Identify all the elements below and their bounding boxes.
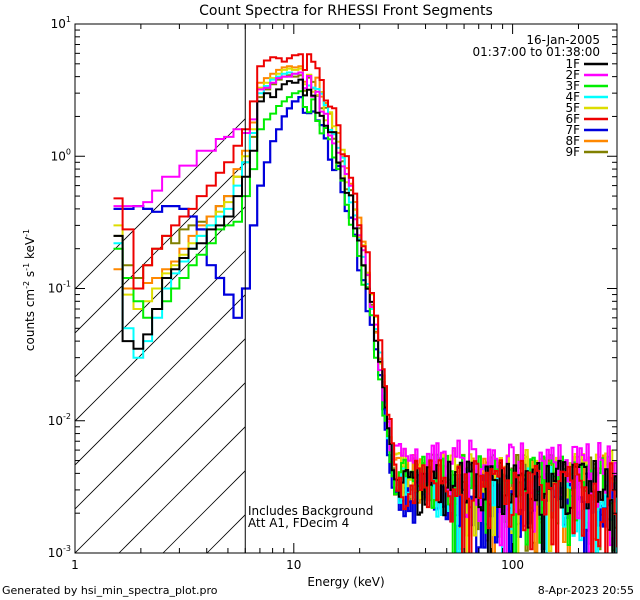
hatch-line [75, 118, 246, 290]
date-label: 16-Jan-2005 [526, 33, 600, 47]
footer-generated-by: Generated by hsi_min_spectra_plot.pro [2, 584, 218, 597]
legend-label: 6F [565, 112, 580, 126]
hatch-line [118, 426, 246, 553]
series-line-1F [113, 78, 617, 553]
y-tick-label: 100 [51, 147, 71, 163]
y-axis-label: counts cm-2 s-1 keV-1 [22, 229, 37, 351]
y-tick-label: 10-3 [48, 544, 71, 560]
axis-ticks: 1 10 100 10-3 10-2 10-1 100 101 [48, 15, 618, 572]
x-tick-label: 100 [501, 558, 524, 572]
series-line-6F [113, 53, 617, 553]
x-tick-label: 1 [71, 558, 79, 572]
hatch-line [75, 338, 246, 510]
legend-label: 1F [565, 57, 580, 71]
legend-label: 4F [565, 90, 580, 104]
legend-label: 5F [565, 101, 580, 115]
hatch-line [75, 162, 246, 334]
series-layer [113, 53, 617, 553]
x-tick-label: 10 [286, 558, 301, 572]
hatch-line [75, 250, 246, 422]
legend-label: 2F [565, 68, 580, 82]
chart-title: Count Spectra for RHESSI Front Segments [199, 3, 493, 19]
y-tick-label: 101 [51, 15, 71, 31]
y-tick-label: 10-1 [48, 280, 71, 296]
legend-label: 8F [565, 134, 580, 148]
x-axis-label: Energy (keV) [307, 575, 384, 589]
hatch-line [75, 294, 246, 466]
y-tick-label: 10-2 [48, 412, 71, 428]
hatch-line [75, 382, 246, 553]
annotation-attenuator: Att A1, FDecim 4 [248, 516, 349, 530]
annotation-background: Includes Background [248, 504, 373, 518]
footer-timestamp: 8-Apr-2023 20:55 [537, 584, 634, 597]
time-range-label: 01:37:00 to 01:38:00 [473, 45, 600, 59]
legend-label: 3F [565, 79, 580, 93]
legend-label: 7F [565, 123, 580, 137]
legend-label: 9F [565, 145, 580, 159]
